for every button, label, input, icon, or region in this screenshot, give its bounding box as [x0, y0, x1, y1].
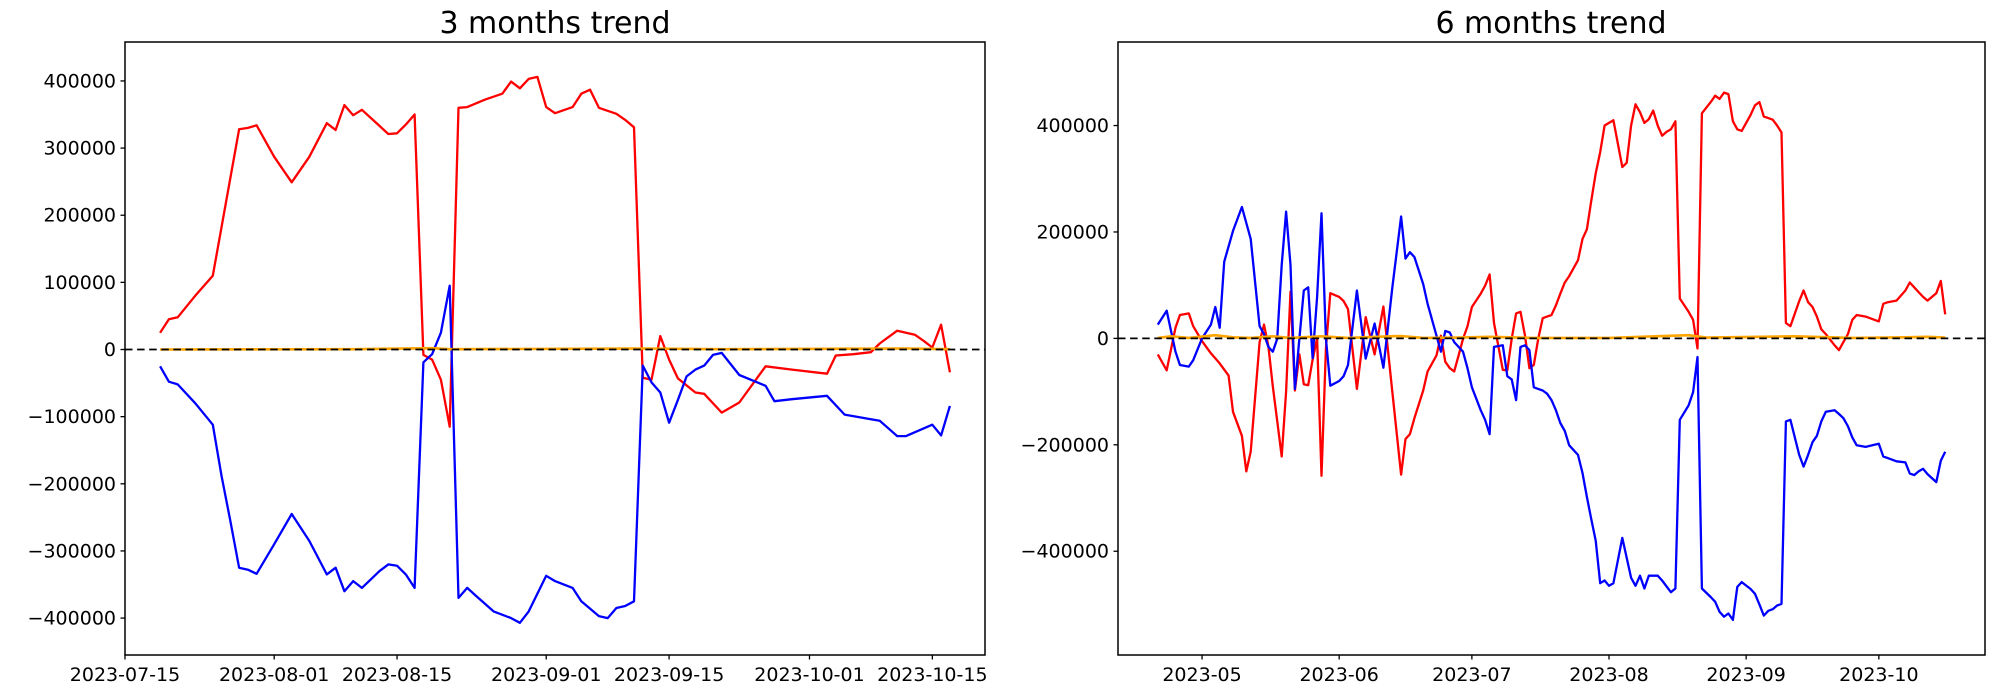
orange-line	[160, 346, 950, 351]
x-tick-label: 2023-09-01	[491, 664, 601, 686]
y-tick-label: −200000	[1021, 434, 1109, 456]
y-tick-label: 0	[1097, 328, 1109, 350]
y-tick-label: 400000	[43, 70, 116, 92]
orange-line	[1157, 333, 1946, 340]
chart-title: 3 months trend	[439, 6, 670, 41]
red-line	[159, 75, 952, 428]
chart-3-months-trend: 3 months trend 400000 300000 200000 100000 0…	[28, 6, 988, 686]
chart-6-months-trend: 6 months trend 400000 200000 0 −200000 −4000…	[1021, 6, 1986, 686]
blue-line	[1156, 205, 1947, 622]
blue-line	[159, 284, 952, 624]
y-tick-label: 0	[104, 339, 116, 361]
y-tick-label: −300000	[28, 540, 116, 562]
y-tick-label: 200000	[1036, 221, 1109, 243]
y-tick-label: −400000	[28, 608, 116, 630]
x-tick-label: 2023-10-01	[754, 664, 864, 686]
red-line	[1156, 91, 1947, 477]
x-tick-label: 2023-07-15	[70, 664, 180, 686]
y-tick-label: −100000	[28, 406, 116, 428]
x-tick-label: 2023-09	[1706, 664, 1785, 686]
x-tick-label: 2023-08-01	[219, 664, 329, 686]
plot-spines	[124, 41, 986, 656]
y-tick-label: −200000	[28, 473, 116, 495]
x-tick-label: 2023-06	[1299, 664, 1378, 686]
y-tick-label: 300000	[43, 138, 116, 160]
y-tick-label: 100000	[43, 272, 116, 294]
x-tick-label: 2023-05	[1162, 664, 1241, 686]
x-tick-label: 2023-10-15	[877, 664, 987, 686]
x-tick-label: 2023-09-15	[614, 664, 724, 686]
x-tick-label: 2023-07	[1432, 664, 1511, 686]
x-tick-label: 2023-10	[1839, 664, 1918, 686]
chart-title: 6 months trend	[1435, 6, 1666, 41]
plot-spines	[1117, 41, 1986, 656]
x-tick-label: 2023-08	[1569, 664, 1648, 686]
y-tick-label: 400000	[1036, 115, 1109, 137]
y-tick-label: −400000	[1021, 541, 1109, 563]
y-tick-label: 200000	[43, 205, 116, 227]
x-tick-label: 2023-08-15	[342, 664, 452, 686]
